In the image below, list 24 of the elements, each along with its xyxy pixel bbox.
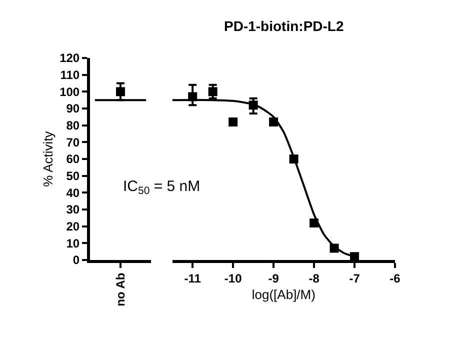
- x-tick-label: -10: [224, 271, 242, 286]
- x-tick-label: no Ab: [113, 272, 128, 306]
- y-tick-label: 60: [66, 152, 80, 166]
- y-tick-label: 50: [66, 169, 80, 184]
- chart-title: PD-1-biotin:PD-L2: [224, 18, 344, 34]
- y-tick-label: 120: [60, 51, 80, 66]
- annotation: IC$_{50}$ = 5 nM: [123, 178, 200, 198]
- x-tick-label: -6: [390, 271, 401, 286]
- x-tick-label: -8: [308, 271, 320, 286]
- y-tick-label: 20: [66, 220, 80, 234]
- y-tick-label: 10: [66, 236, 80, 250]
- y-tick-label: 0: [72, 253, 80, 268]
- y-tick-label: 40: [66, 186, 80, 200]
- y-axis-title: % Activity: [40, 130, 56, 187]
- y-tick-label: 80: [66, 118, 80, 133]
- x-tick-label: -9: [268, 271, 280, 286]
- x-tick-label: -7: [349, 271, 360, 286]
- y-tick-label: 90: [66, 102, 80, 116]
- y-tick-label: 100: [60, 84, 80, 99]
- y-tick-label: 110: [60, 68, 80, 82]
- x-axis-title: log([Ab]/M): [252, 287, 316, 302]
- x-tick-label: -11: [184, 271, 202, 286]
- y-tick-label: 70: [66, 135, 80, 150]
- y-tick-label: 30: [66, 202, 80, 217]
